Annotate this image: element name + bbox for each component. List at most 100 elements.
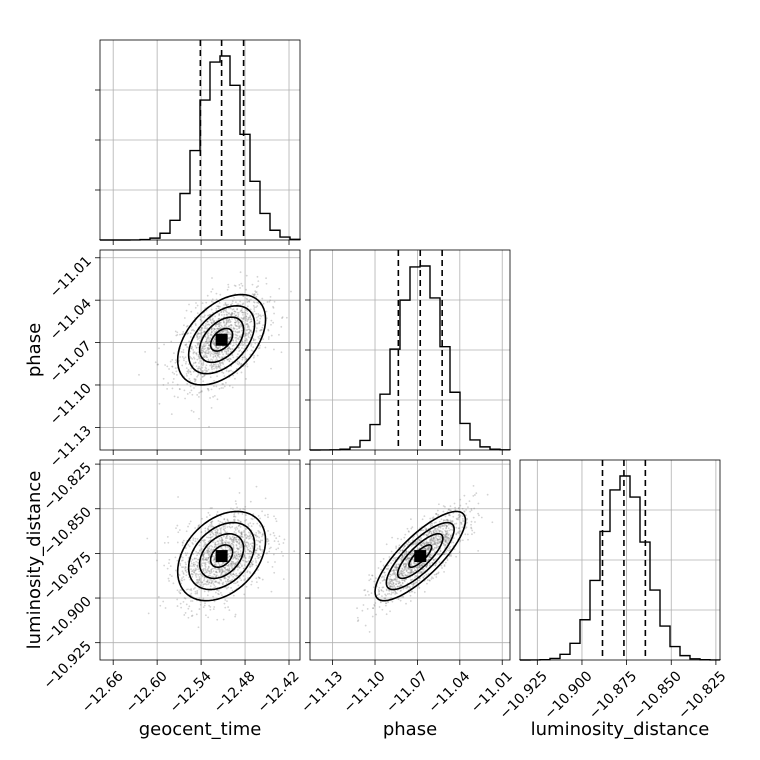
sample-point — [389, 585, 392, 588]
sample-point — [204, 355, 207, 358]
sample-point — [416, 534, 419, 537]
sample-point — [424, 548, 427, 550]
sample-point — [394, 572, 397, 575]
sample-point — [225, 313, 228, 316]
sample-point — [258, 545, 261, 548]
sample-point — [216, 618, 219, 621]
sample-point — [478, 514, 480, 517]
sample-point — [216, 375, 218, 378]
sample-point — [221, 542, 224, 545]
sample-point — [266, 540, 269, 543]
sample-point — [195, 302, 197, 304]
sample-point — [449, 553, 452, 556]
sample-point — [447, 527, 450, 530]
sample-point — [212, 340, 215, 343]
sample-point — [181, 556, 184, 559]
sample-point — [249, 308, 252, 311]
sample-point — [210, 530, 213, 533]
x-tick-label: −12.60 — [123, 668, 171, 716]
sample-point — [168, 562, 170, 565]
sample-point — [216, 348, 219, 351]
sample-point — [401, 574, 404, 576]
sample-point — [401, 568, 404, 571]
sample-point — [433, 548, 435, 551]
sample-point — [192, 349, 195, 351]
sample-point — [410, 590, 413, 593]
sample-point — [174, 569, 177, 572]
sample-point — [213, 328, 216, 330]
sample-point — [239, 521, 242, 523]
sample-point — [210, 581, 213, 584]
sample-point — [226, 531, 229, 534]
sample-point — [401, 549, 404, 552]
sample-point — [437, 553, 439, 556]
sample-point — [364, 594, 367, 597]
sample-point — [239, 271, 242, 274]
sample-point — [218, 313, 221, 315]
sample-point — [185, 588, 188, 591]
sample-point — [233, 310, 236, 313]
sample-point — [388, 556, 391, 558]
sample-point — [210, 363, 213, 366]
sample-point — [218, 567, 221, 570]
sample-point — [197, 551, 200, 554]
sample-point — [246, 552, 249, 555]
sample-point — [212, 339, 215, 342]
sample-point — [214, 336, 216, 339]
sample-point — [206, 349, 209, 351]
sample-point — [196, 335, 198, 338]
sample-point — [463, 510, 466, 513]
sample-point — [212, 541, 214, 544]
sample-point — [212, 595, 214, 598]
sample-point — [180, 559, 183, 562]
sample-point — [409, 553, 412, 556]
sample-point — [383, 597, 386, 600]
sample-point — [444, 515, 447, 518]
sample-point — [188, 340, 190, 343]
sample-point — [194, 574, 197, 577]
sample-point — [207, 567, 210, 570]
sample-point — [454, 506, 457, 509]
sample-point — [239, 526, 242, 528]
sample-point — [201, 331, 203, 334]
sample-point — [221, 521, 223, 524]
sample-point — [206, 320, 209, 323]
sample-point — [228, 579, 231, 582]
sample-point — [444, 519, 447, 522]
sample-point — [405, 558, 407, 561]
sample-point — [422, 563, 425, 566]
sample-point — [231, 312, 234, 315]
sample-point — [209, 536, 212, 539]
sample-point — [244, 578, 247, 580]
sample-point — [214, 363, 217, 366]
sample-point — [225, 352, 228, 355]
sample-point — [203, 590, 206, 593]
sample-point — [244, 334, 247, 337]
sample-point — [413, 591, 416, 594]
sample-point — [207, 389, 210, 392]
sample-point — [260, 328, 263, 331]
sample-point — [444, 552, 446, 554]
sample-point — [236, 303, 239, 306]
sample-point — [219, 578, 221, 581]
sample-point — [254, 338, 257, 341]
sample-point — [237, 315, 240, 318]
sample-point — [232, 573, 235, 576]
sample-point — [200, 547, 203, 550]
sample-point — [409, 553, 412, 556]
sample-point — [421, 529, 424, 532]
sample-point — [419, 539, 422, 542]
sample-point — [144, 350, 147, 353]
sample-point — [240, 351, 243, 353]
sample-point — [227, 563, 230, 566]
sample-point — [194, 378, 197, 381]
sample-point — [187, 332, 189, 335]
sample-point — [436, 538, 439, 541]
sample-point — [231, 525, 234, 528]
sample-point — [245, 332, 248, 335]
sample-point — [192, 328, 194, 331]
sample-point — [211, 507, 213, 509]
sample-point — [428, 556, 431, 559]
sample-point — [403, 563, 405, 566]
sample-point — [234, 330, 237, 333]
